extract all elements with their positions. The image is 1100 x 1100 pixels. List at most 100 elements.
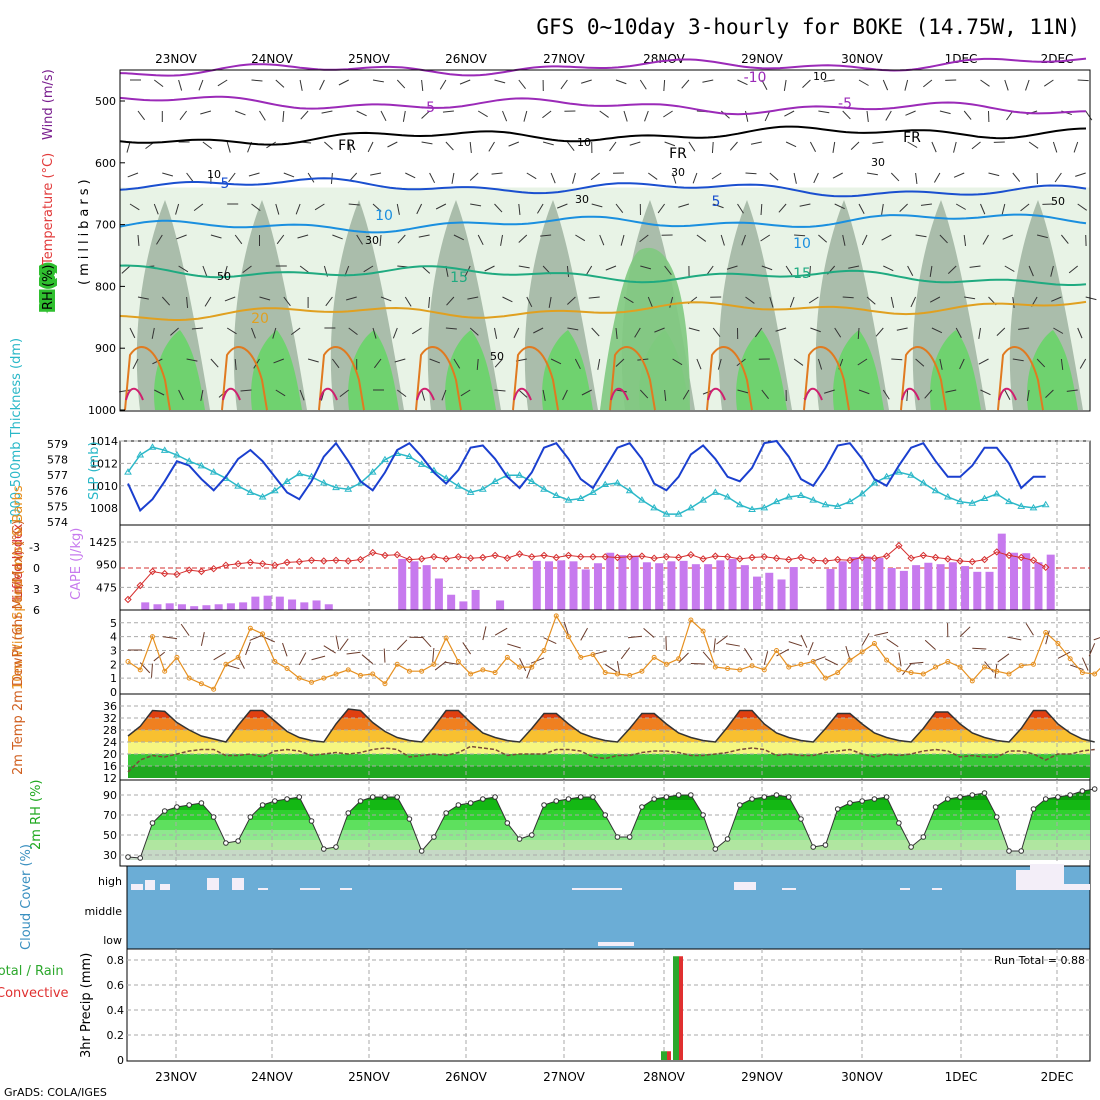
lifted-index-point [148,567,157,576]
precip-tick: 0.8 [107,954,125,967]
wind-barb [982,234,989,245]
wind10m-point [284,665,290,671]
temp2m-tick: 12 [103,772,117,785]
wind-barb [959,358,965,370]
wind-barb [191,327,203,330]
cloud-patch [598,942,634,946]
wind-barb [1051,296,1062,302]
wind10m-point [333,671,339,677]
wind-barb [332,358,340,369]
wind-barb [764,110,771,122]
thickness-point [295,469,304,477]
rh2m-point [198,800,205,806]
thickness-point [332,483,340,491]
wind-barb [469,141,472,153]
wind10m-point [321,675,327,681]
cloud-patch [1030,864,1064,890]
wind-barb [682,389,690,400]
temperature-contour-25 [512,346,559,411]
wind-barb [834,327,842,338]
wind-barb [654,327,665,333]
cape-bar [422,565,431,610]
thickness-point [919,479,928,486]
temperature-contour-25 [997,346,1044,411]
wind10m-point [676,656,682,662]
wind-barb [907,141,918,148]
thickness-point [833,502,842,509]
wind-barb [953,172,965,178]
contour-label-temp: -5 [421,100,435,116]
top-date-9: 2DEC [1041,52,1074,66]
wind10m-barb [620,647,631,660]
temperature-contour [119,300,1087,321]
wind-barb [470,203,482,207]
wind-barb [319,79,325,91]
cape-bar [153,604,162,610]
lifted-index-point [136,581,144,590]
wind-barb [834,203,845,210]
thickness-tick: 574 [47,516,68,529]
wind-barb [251,203,261,212]
wind10m-barb [213,652,226,661]
contour-label-rh: 30 [365,234,379,247]
lifted-index-point [723,553,732,561]
wind10m-barb [1007,636,1022,641]
wind10m-barb [282,642,288,657]
cape-bar [765,572,774,610]
thickness-point [772,497,781,505]
rh2m-point [614,834,621,840]
bottom-date-6: 29NOV [741,1070,783,1084]
lifted-index-point [271,561,279,569]
wind-barb [1075,172,1086,177]
wind-barb [672,358,683,366]
cape-tick: 1425 [89,536,117,549]
cape-bar [655,563,664,610]
thickness-point [270,486,279,494]
wind10m-point [419,668,425,674]
cloud-patch [1064,884,1090,890]
wind-barb [451,172,455,184]
wind-barb [729,141,738,151]
wind-barb [372,79,384,83]
lifted-index-series [127,544,1046,600]
wind-barb [1061,234,1069,244]
wind-barb [234,234,243,245]
wind-barb [605,265,617,271]
wind10m-point [162,668,168,674]
wind-barb [1004,79,1009,91]
wind-barb [644,110,649,122]
lifted-index-point [809,556,817,565]
wind-barb [939,358,943,370]
lifted-index-point [222,561,230,569]
contour-label-rh: 10 [207,168,221,181]
wind-barb [745,296,755,304]
lifted-index-point [295,557,304,566]
wind-barb [421,141,433,145]
rh2m-point [516,836,523,842]
wind-barb [508,141,519,147]
thickness-point [246,488,255,495]
thickness-point [368,468,377,475]
wind-barb [537,203,544,214]
lifted-index-point [882,552,891,560]
wind10m-tick: 3 [110,644,117,657]
wind-barb [161,296,171,306]
wind-barb [799,203,811,207]
wind-barb [332,234,343,240]
pressure-tick-700: 700 [95,219,116,232]
contour-label-temp: 15 [793,266,811,282]
wind-barb [1044,79,1054,87]
wind10m-point [1030,661,1036,667]
wind10m-tick: 4 [110,631,117,644]
wind-barb [153,79,164,88]
wind-barb [356,234,363,245]
wind10m-barb [530,657,545,664]
rh2m-point [1079,788,1086,794]
thickness-point [809,496,818,503]
wind10m-point [1092,671,1098,677]
lifted-index-point [344,557,352,565]
wind10m-barb [861,633,870,646]
rh2m-point [700,812,706,818]
wind-barb [210,358,219,368]
wind10m-barb [1093,637,1100,641]
